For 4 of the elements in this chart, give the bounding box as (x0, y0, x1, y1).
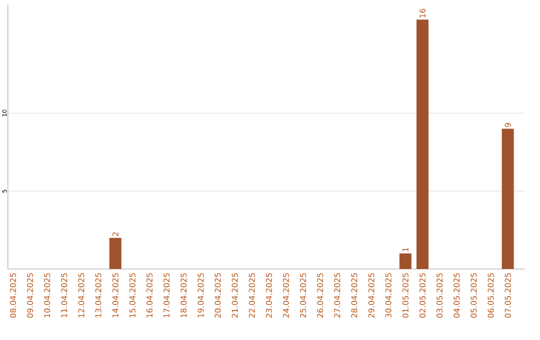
bar (109, 238, 122, 269)
bar (416, 20, 429, 269)
bar (502, 128, 514, 269)
bar (399, 253, 412, 269)
